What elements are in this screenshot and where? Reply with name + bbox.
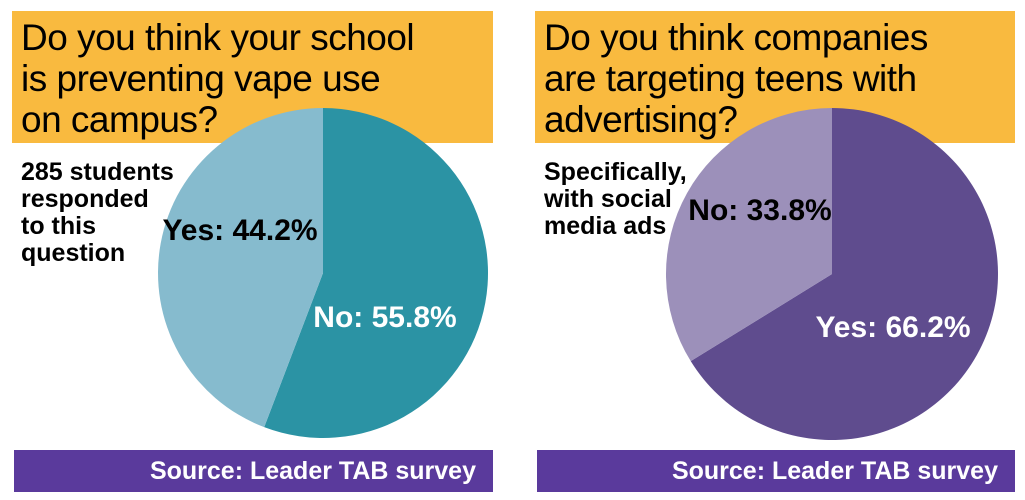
pie-slice-yes — [690, 108, 998, 440]
chart-title-line: is preventing vape use — [21, 58, 381, 99]
respondent-count-note: 285 students responded to this question — [21, 159, 191, 267]
chart-title-line: on campus? — [21, 99, 218, 140]
source-text: Source: Leader TAB survey — [149, 457, 476, 485]
pie-chart-teen-advertising — [665, 108, 998, 440]
note-line: media ads — [544, 212, 667, 240]
pie-chart-school-vape — [158, 108, 489, 439]
pie-slice-label-no: No: 33.8% — [688, 194, 832, 227]
pie-slice-label-no: No: 55.8% — [313, 301, 457, 334]
note-line: to this — [21, 212, 96, 240]
pie-slice-label-yes: Yes: 66.2% — [815, 311, 971, 344]
note-line: question — [21, 239, 126, 267]
source-bar: Source: Leader TAB survey — [14, 450, 493, 492]
pie-slice-yes — [158, 108, 323, 428]
pie-slice-no — [665, 108, 832, 362]
teen-advertising-chart-panel: Do you think companies are targeting tee… — [535, 11, 1015, 492]
note-line: 285 students — [21, 158, 174, 186]
note-line: responded — [21, 185, 149, 213]
note-line: Specifically, — [544, 158, 687, 186]
chart-title-line: advertising? — [544, 99, 738, 140]
source-text: Source: Leader TAB survey — [671, 457, 998, 485]
pie-slice-no — [264, 108, 489, 439]
chart-title-line: Do you think companies — [544, 17, 928, 58]
chart-title-line: are targeting teens with — [544, 58, 917, 99]
social-media-ads-note: Specifically, with social media ads — [544, 159, 714, 240]
school-vape-chart-panel: Do you think your school is preventing v… — [12, 11, 493, 492]
note-line: with social — [544, 185, 672, 213]
source-bar: Source: Leader TAB survey — [537, 450, 1015, 492]
pie-slice-label-yes: Yes: 44.2% — [162, 214, 318, 247]
chart-title-line: Do you think your school — [21, 17, 415, 58]
chart-title-banner: Do you think your school is preventing v… — [12, 11, 493, 143]
